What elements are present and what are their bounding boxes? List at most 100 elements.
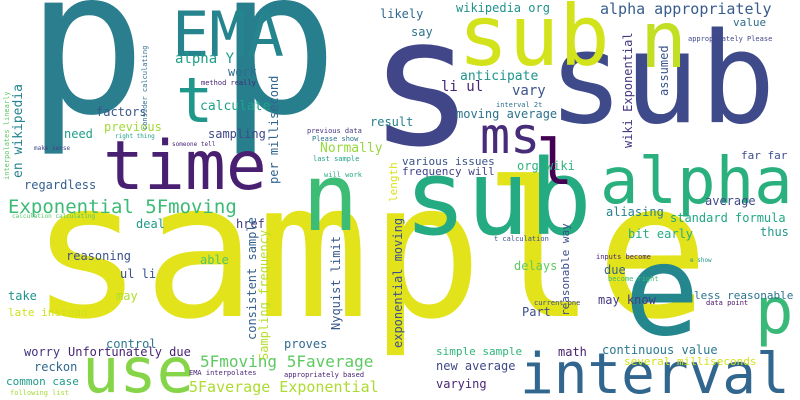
- word-sub-3: sub: [404, 137, 592, 259]
- word-calculate: calculate: [200, 99, 271, 114]
- word-consider-calculating: consider calculating: [141, 45, 149, 130]
- word-standard-formula: standard formula: [670, 211, 786, 225]
- word-calculation-calculating: calculation calculating: [12, 213, 96, 220]
- word-work: work: [228, 65, 257, 79]
- word-nyquist-limit: Nyquist limit: [329, 236, 343, 330]
- word-reckon: reckon: [34, 360, 78, 374]
- word-time: time: [103, 127, 267, 206]
- word-worry: worry: [24, 345, 61, 359]
- word-wiki-exponential: wiki Exponential: [621, 32, 635, 148]
- word-less-reasonable: less reasonable: [694, 289, 794, 302]
- word-varying: varying: [436, 377, 487, 391]
- word-alpha-appropriately: alpha appropriately: [600, 0, 772, 18]
- word-exponential-moving: exponential moving: [391, 217, 405, 348]
- word-li-ul: li ul: [441, 79, 484, 95]
- word-interval: interval: [520, 342, 790, 400]
- word-interpolates-linearly: interpolates linearly: [3, 91, 11, 180]
- word-href: href: [236, 217, 265, 231]
- word-e: e: [624, 217, 700, 364]
- word-ul-li: ul li: [120, 267, 157, 281]
- word-deal: deal: [136, 217, 165, 231]
- word-org-wiki: org wiki: [517, 159, 575, 173]
- word-length: length: [387, 162, 400, 202]
- word-EMA: EMA: [172, 0, 284, 71]
- word-math: math: [558, 345, 587, 359]
- word-proves: proves: [284, 337, 328, 351]
- word-say: say: [411, 25, 433, 39]
- word-use: use: [82, 334, 194, 400]
- word-data-point: data point: [706, 299, 749, 307]
- word-take: take: [8, 289, 37, 303]
- word-delays: delays: [514, 259, 558, 273]
- word-p-2: p: [218, 0, 339, 160]
- word-anticipate: anticipate: [460, 69, 539, 84]
- word-due: due: [604, 263, 626, 277]
- word-thus: thus: [760, 225, 789, 239]
- word-sample: sample: [30, 142, 710, 361]
- word-reasoning: reasoning: [66, 249, 132, 263]
- word-normally: Normally: [320, 141, 383, 156]
- word-inputs-become: inputs become: [596, 253, 651, 261]
- word-please-show: Please show: [312, 135, 359, 143]
- word-value: value: [733, 16, 767, 29]
- word-p-3: p: [755, 275, 794, 349]
- word-alpha: alpha: [600, 145, 793, 219]
- word-reasonable-way: reasonable way: [559, 223, 572, 316]
- word-right-thing: right thing: [115, 133, 155, 140]
- word-assumed: assumed: [657, 45, 671, 96]
- word-appropriately-please: appropriately Please: [688, 35, 773, 43]
- word-sampling-frequency: Sampling frequency: [257, 229, 271, 360]
- word-e-show: e show: [690, 257, 712, 264]
- word-regardless: regardless: [24, 178, 97, 192]
- word-new-average: new average: [436, 359, 516, 373]
- word-following-list: following list: [10, 389, 70, 397]
- word-common-case: common case: [6, 375, 79, 388]
- word-vary: vary: [512, 83, 546, 99]
- word-result: result: [370, 115, 414, 129]
- word-continuous-value: continuous value: [602, 343, 718, 357]
- word-factors: factors: [96, 105, 147, 119]
- word-late-instead: late instead: [8, 306, 88, 319]
- word-unfortunately-due: Unfortunately due: [68, 345, 191, 359]
- word-several-milliseconds: several milliseconds: [624, 355, 757, 368]
- word-likely: likely: [380, 7, 424, 21]
- word-part: Part: [522, 305, 551, 319]
- word-control: control: [106, 337, 157, 351]
- word-aliasing: aliasing: [606, 205, 664, 219]
- word-sampling: sampling: [208, 127, 266, 141]
- word-current-one: current one: [534, 299, 581, 307]
- word-en-wikipedia: en wikipedia: [11, 84, 26, 178]
- word-need: need: [64, 127, 93, 141]
- word-t: t: [176, 64, 214, 137]
- word-last-sample: last sample: [313, 155, 360, 163]
- word-p-1: p: [26, 0, 147, 160]
- word-n-1: n: [302, 144, 359, 253]
- word-far-far: far far: [741, 149, 788, 162]
- word-5fmoving-5faverage: 5Fmoving 5Faverage: [200, 352, 374, 371]
- word-moving-average: moving average: [456, 107, 558, 121]
- word-l: l: [536, 126, 574, 199]
- word-become-right: become right: [608, 275, 659, 283]
- word-ms: ms: [480, 107, 541, 165]
- word-method-really: method really: [201, 79, 256, 87]
- word-previous: previous: [104, 120, 162, 134]
- word-will-work: will work: [324, 171, 362, 179]
- word-frequency-will: frequency will: [402, 165, 495, 178]
- word-wikipedia-org: wikipedia org: [456, 1, 550, 15]
- word-sub-2: sub: [458, 0, 610, 85]
- word-sub-1: sub: [548, 5, 776, 152]
- word-average: average: [705, 194, 756, 208]
- word-alpha-y: alpha Y: [175, 51, 235, 67]
- word-bit-early: bit early: [628, 227, 694, 241]
- word-various-issues: various issues: [402, 155, 495, 168]
- word-n-2: n: [640, 0, 687, 86]
- word-interval-2t: interval 2t: [496, 101, 543, 109]
- word-s: s: [368, 0, 476, 186]
- word-able: able: [200, 253, 229, 267]
- word-someone-tell: someone tell: [172, 141, 216, 148]
- word-ema-interpolates: EMA interpolates: [189, 369, 257, 377]
- word-5faverage-exponential: 5Faverage Exponential: [189, 378, 379, 396]
- word-t-calculation: t calculation: [494, 235, 549, 243]
- word-appropriately-based: appropriately based: [284, 371, 365, 379]
